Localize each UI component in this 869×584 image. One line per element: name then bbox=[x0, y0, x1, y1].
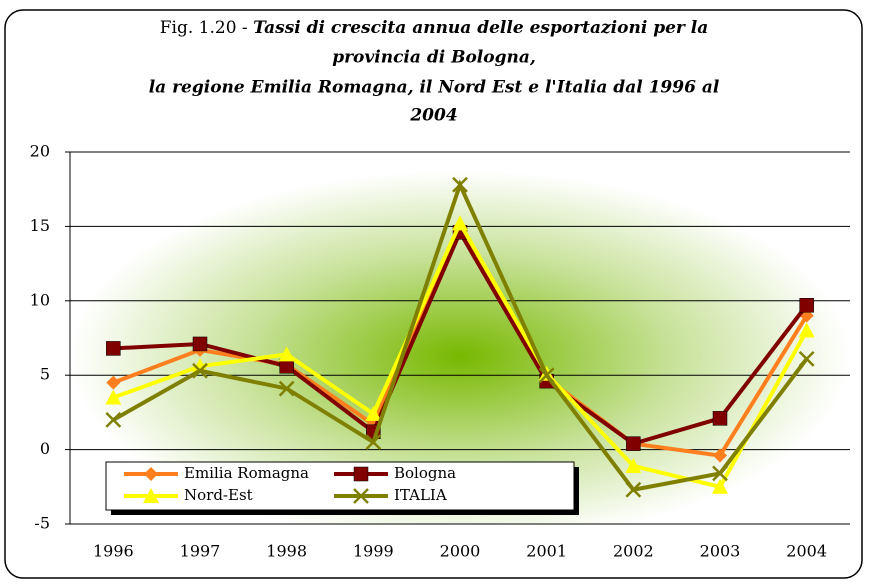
marker bbox=[713, 448, 727, 463]
y-tick-label: 20 bbox=[30, 142, 50, 161]
legend-label: Nord-Est bbox=[184, 486, 253, 504]
x-tick-label: 1998 bbox=[266, 542, 307, 561]
x-tick-label: 2001 bbox=[526, 542, 567, 561]
y-tick-label: -5 bbox=[34, 514, 50, 533]
marker bbox=[144, 467, 158, 481]
marker bbox=[712, 411, 728, 426]
marker bbox=[799, 298, 814, 313]
marker bbox=[712, 465, 728, 482]
marker bbox=[143, 488, 159, 503]
marker bbox=[105, 411, 122, 428]
legend-label: Bologna bbox=[394, 464, 456, 482]
x-tick-label: 1997 bbox=[180, 542, 221, 561]
marker bbox=[353, 466, 369, 482]
chart-title: Fig. 1.20 - Tassi di crescita annua dell… bbox=[160, 18, 709, 38]
chart-title: la regione Emilia Romagna, il Nord Est e… bbox=[149, 78, 720, 98]
marker bbox=[798, 350, 815, 367]
chart-title: 2004 bbox=[409, 106, 457, 126]
marker bbox=[365, 434, 382, 451]
marker bbox=[192, 362, 208, 379]
marker bbox=[626, 436, 641, 451]
marker bbox=[452, 176, 468, 193]
x-tick-label: 2004 bbox=[786, 542, 827, 561]
marker bbox=[353, 488, 369, 504]
y-tick-label: 5 bbox=[40, 365, 50, 384]
marker bbox=[365, 405, 382, 421]
legend-label: Emilia Romagna bbox=[184, 464, 309, 482]
marker bbox=[192, 336, 208, 352]
marker bbox=[105, 389, 122, 405]
legend bbox=[105, 461, 575, 511]
legend-label: ITALIA bbox=[394, 486, 447, 504]
marker bbox=[106, 375, 121, 390]
marker bbox=[538, 367, 555, 384]
marker bbox=[625, 457, 642, 473]
x-tick-label: 1999 bbox=[353, 542, 394, 561]
marker bbox=[712, 478, 728, 494]
x-tick-label: 2002 bbox=[613, 542, 654, 561]
chart-title: provincia di Bologna, bbox=[332, 48, 536, 68]
marker bbox=[106, 341, 121, 356]
marker bbox=[798, 322, 815, 338]
x-tick-label: 2003 bbox=[700, 542, 741, 561]
y-tick-label: 0 bbox=[40, 439, 50, 458]
x-tick-label: 1996 bbox=[93, 542, 134, 561]
y-tick-label: 10 bbox=[30, 290, 50, 309]
marker bbox=[278, 380, 295, 397]
y-tick-label: 15 bbox=[30, 216, 50, 235]
marker bbox=[625, 481, 642, 498]
marker bbox=[279, 359, 294, 374]
marker bbox=[452, 215, 468, 231]
marker bbox=[278, 346, 295, 362]
x-tick-label: 2000 bbox=[440, 542, 481, 561]
